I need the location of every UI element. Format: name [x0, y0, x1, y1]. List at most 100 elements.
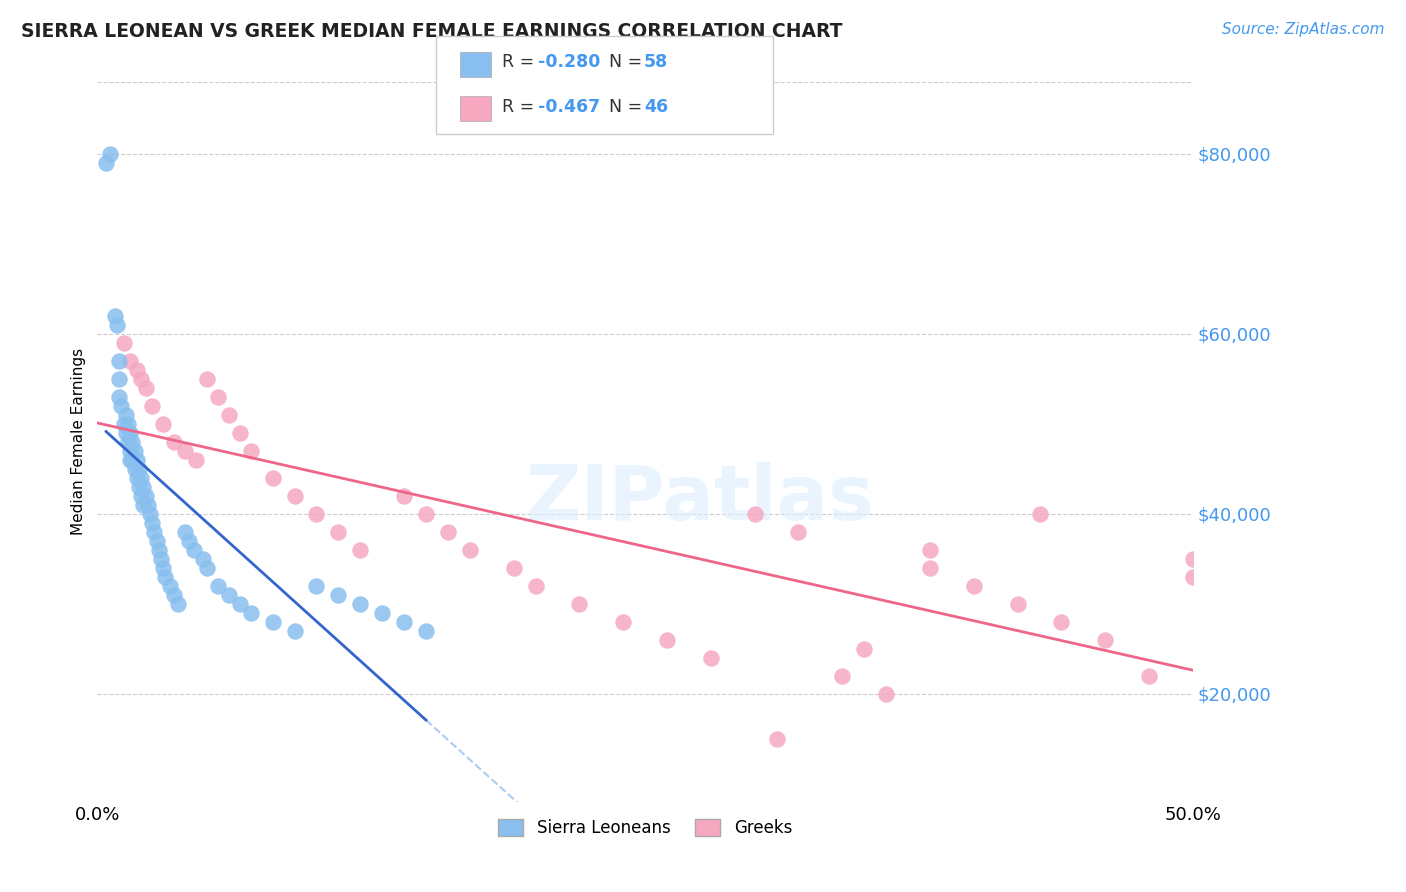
Point: [167, 597, 190, 611]
Point: [139, 507, 162, 521]
Point: [135, 381, 157, 395]
Point: [875, 687, 897, 701]
Point: [159, 579, 181, 593]
Point: [328, 524, 350, 539]
Point: [195, 372, 218, 386]
Point: [765, 731, 787, 746]
Point: [744, 507, 766, 521]
Point: [152, 560, 174, 574]
Point: [655, 632, 678, 647]
Point: [136, 498, 159, 512]
Point: [218, 588, 240, 602]
Point: [152, 417, 174, 431]
Point: [305, 579, 328, 593]
Point: [1007, 597, 1029, 611]
Point: [125, 363, 148, 377]
Point: [1181, 569, 1204, 583]
Point: [349, 597, 371, 611]
Point: [125, 452, 148, 467]
Point: [262, 471, 284, 485]
Point: [120, 425, 142, 440]
Point: [129, 372, 152, 386]
Point: [121, 452, 143, 467]
Point: [105, 318, 128, 332]
Point: [305, 507, 328, 521]
Point: [183, 542, 205, 557]
Point: [283, 624, 305, 638]
Point: [853, 641, 876, 656]
Point: [141, 516, 163, 530]
Point: [963, 579, 986, 593]
Point: [94, 156, 117, 170]
Text: N =: N =: [609, 98, 648, 116]
Point: [1050, 615, 1073, 629]
Point: [114, 408, 136, 422]
Point: [108, 390, 131, 404]
Point: [117, 434, 139, 449]
Text: 46: 46: [644, 98, 668, 116]
Point: [239, 443, 262, 458]
Point: [110, 399, 132, 413]
Point: [117, 417, 139, 431]
Point: [207, 579, 229, 593]
Point: [124, 443, 146, 458]
Point: [128, 480, 150, 494]
Point: [120, 353, 142, 368]
Point: [239, 606, 262, 620]
Point: [132, 498, 155, 512]
Text: Source: ZipAtlas.com: Source: ZipAtlas.com: [1222, 22, 1385, 37]
Point: [787, 524, 810, 539]
Point: [195, 560, 218, 574]
Point: [392, 615, 415, 629]
Point: [174, 524, 197, 539]
Text: -0.280: -0.280: [538, 54, 600, 71]
Point: [143, 524, 166, 539]
Point: [114, 425, 136, 440]
Point: [283, 489, 305, 503]
Point: [1137, 668, 1160, 682]
Point: [132, 480, 155, 494]
Point: [129, 471, 152, 485]
Point: [918, 542, 941, 557]
Point: [415, 624, 437, 638]
Legend: Sierra Leoneans, Greeks: Sierra Leoneans, Greeks: [492, 812, 799, 844]
Point: [108, 353, 131, 368]
Point: [524, 579, 547, 593]
Point: [207, 390, 229, 404]
Point: [458, 542, 481, 557]
Point: [262, 615, 284, 629]
Point: [129, 489, 152, 503]
Point: [1181, 551, 1204, 566]
Point: [163, 434, 186, 449]
Point: [918, 560, 941, 574]
Text: N =: N =: [609, 54, 648, 71]
Point: [229, 425, 252, 440]
Point: [184, 452, 207, 467]
Text: 58: 58: [644, 54, 668, 71]
Point: [108, 372, 131, 386]
Point: [349, 542, 371, 557]
Point: [1028, 507, 1050, 521]
Point: [502, 560, 524, 574]
Point: [124, 461, 146, 475]
Point: [371, 606, 394, 620]
Point: [135, 489, 157, 503]
Point: [163, 588, 186, 602]
Point: [100, 146, 122, 161]
Text: -0.467: -0.467: [538, 98, 600, 116]
Point: [148, 542, 170, 557]
Point: [218, 408, 240, 422]
Point: [121, 434, 143, 449]
Point: [612, 615, 634, 629]
Point: [392, 489, 415, 503]
Text: R =: R =: [502, 98, 540, 116]
Point: [112, 417, 135, 431]
Point: [104, 309, 127, 323]
Point: [155, 569, 177, 583]
Point: [112, 335, 135, 350]
Text: R =: R =: [502, 54, 540, 71]
Point: [1094, 632, 1116, 647]
Text: SIERRA LEONEAN VS GREEK MEDIAN FEMALE EARNINGS CORRELATION CHART: SIERRA LEONEAN VS GREEK MEDIAN FEMALE EA…: [21, 22, 842, 41]
Point: [174, 443, 197, 458]
Point: [568, 597, 591, 611]
